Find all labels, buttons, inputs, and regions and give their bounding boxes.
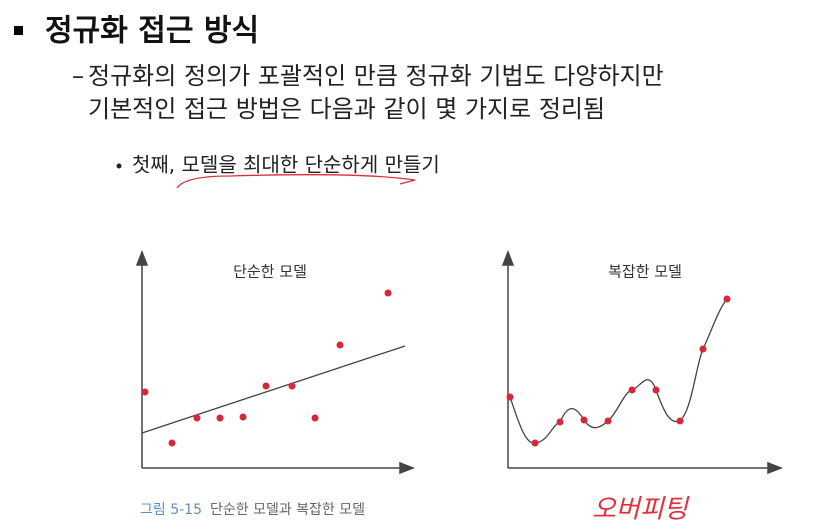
handwritten-note: 오버피팅 <box>592 495 690 525</box>
sub-point: 첫째, 모델을 최대한 단순하게 만들기 <box>132 153 440 177</box>
point-line: 기본적인 접근 방법은 다음과 같이 몇 가지로 정리됨 <box>88 95 605 123</box>
bullet <box>14 26 23 35</box>
bullet <box>116 163 122 169</box>
point-line: 정규화의 정의가 포괄적인 만큼 정규화 기법도 다양하지만 <box>88 62 664 90</box>
left-points <box>141 289 392 447</box>
caption-text: 단순한 모델과 복잡한 모델 <box>210 502 365 518</box>
panel-title: 단순한 모델 <box>233 263 307 281</box>
right-axes <box>501 249 784 475</box>
panel-title: 복잡한 모델 <box>608 263 682 281</box>
fit-line <box>141 345 406 434</box>
handwritten-underline <box>176 174 416 189</box>
title: 정규화 접근 방식 <box>45 14 259 49</box>
fit-curve <box>509 298 728 444</box>
left-axes <box>135 249 416 475</box>
caption-number: 그림 5-15 <box>140 502 202 518</box>
dash: – <box>72 62 84 90</box>
right-points <box>506 295 731 447</box>
